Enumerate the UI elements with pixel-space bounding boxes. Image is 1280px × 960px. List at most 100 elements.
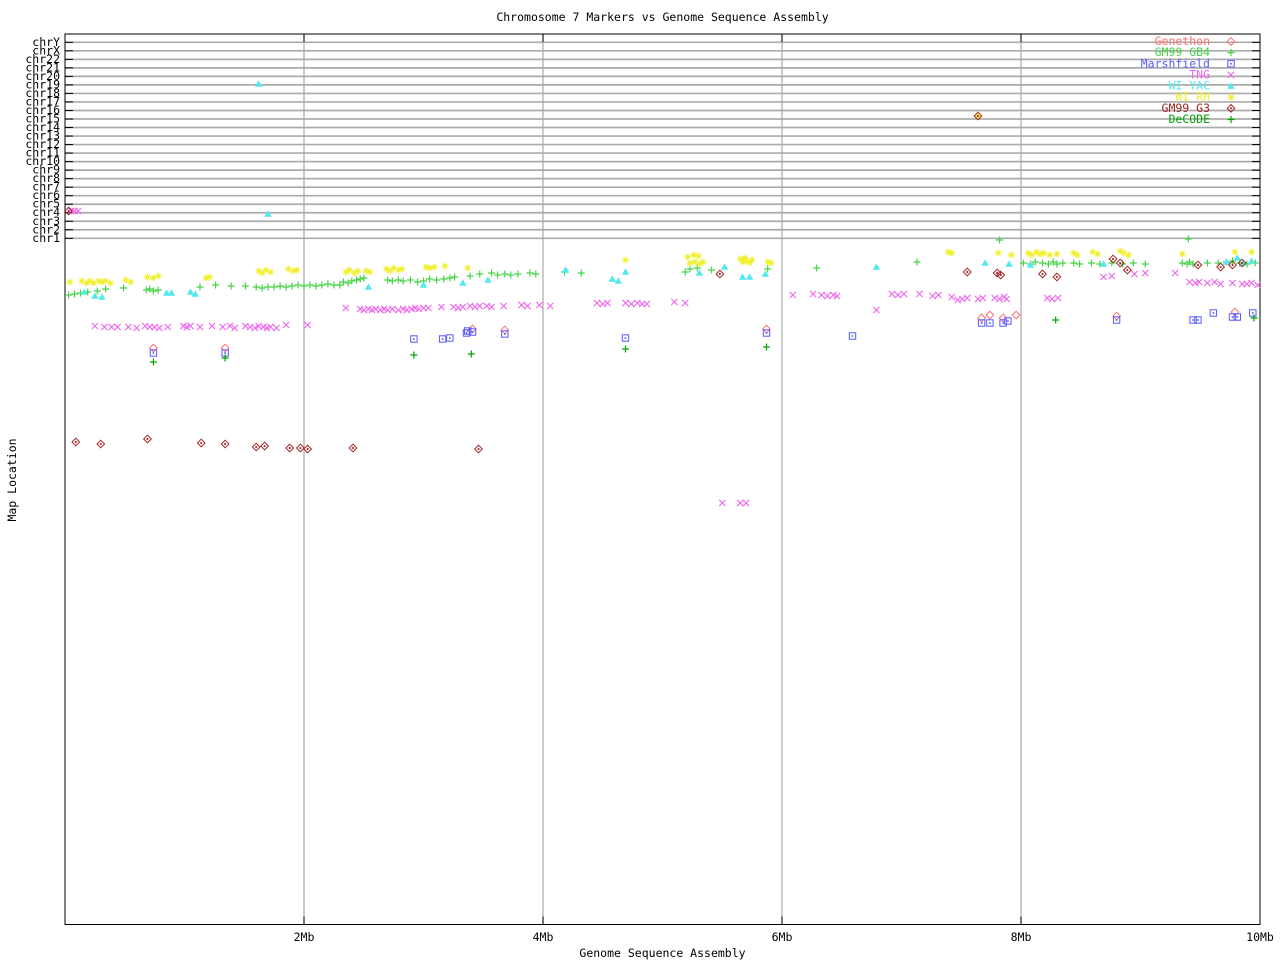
data-point-tng [742,499,750,507]
data-point-tng [219,323,227,331]
data-point-gm99-gb4 [1178,258,1187,268]
chromosome-tick-label: chr2 [32,222,60,236]
data-point-gm99-gb4 [1203,258,1212,268]
data-point-tng [817,291,826,299]
star-legend-marker-icon [1227,93,1235,102]
data-point-gm99-gb4 [577,268,586,278]
data-point-gm99-gb4 [707,265,716,275]
data-point-gm99-gb4 [359,273,368,283]
data-point-gm99-gb4 [1058,258,1067,268]
chromosome-tick-label: chr14 [25,120,60,134]
data-point-gm99-g3 [251,442,261,452]
data-point-gm99-gb4 [450,272,459,282]
data-point-tng [424,304,432,312]
data-point-genethon [1112,311,1121,321]
data-point-gm99-g3 [71,437,81,447]
data-point-tng [718,499,726,507]
data-point-decode [1051,315,1060,325]
data-point-gm99-gb4 [812,263,821,273]
data-point-wi-rh [143,273,152,281]
data-point-gm99-gb4 [154,285,163,295]
legend-label: DeCODE [1168,112,1210,126]
data-point-gm99-gb4 [70,289,79,299]
data-point-gm99-gb4 [142,285,151,295]
data-point-gm99-gb4 [252,282,261,292]
data-point-decode [762,342,771,352]
chromosome-tick-label: chr1 [32,231,60,245]
data-point-gm99-gb4 [287,281,297,291]
data-point-tng [342,304,350,312]
chromosome-tick-label: chr6 [32,188,60,202]
data-point-gm99-gb4 [305,280,315,290]
data-point-wi-yac [738,273,747,280]
data-point-wi-rh [65,278,74,286]
data-point-wi-rh [398,265,406,273]
data-point-wi-yac [872,263,881,270]
square-dot-legend-marker-icon [1227,60,1235,68]
data-point-tng [1203,279,1212,287]
data-point-gm99-gb4 [227,281,236,291]
data-point-tng [523,302,532,310]
data-point-gm99-gb4 [1141,259,1150,269]
data-point-wi-rh [353,267,362,275]
data-point-gm99-gb4 [1107,258,1116,268]
data-point-tng [888,290,896,298]
data-point-gm99-gb4 [388,276,397,286]
data-point-gm99-gb4 [493,270,502,280]
data-point-wi-yac [264,210,272,217]
data-point-wi-rh [1247,248,1256,256]
data-point-tng [1048,295,1056,303]
data-point-tng [1108,272,1116,280]
chromosome-tick-label: chr20 [25,69,60,83]
data-point-gm99-gb4 [1129,258,1138,268]
data-point-marshfield [999,319,1007,327]
data-point-tng [823,292,832,300]
data-point-wi-rh [1178,250,1187,258]
data-point-wi-yac [254,80,263,87]
data-point-wi-rh [1124,251,1133,259]
data-point-tng [1099,273,1108,281]
data-point-tng [948,293,956,301]
data-point-gm99-g3 [296,443,305,453]
data-point-gm99-gb4 [383,275,392,285]
data-point-marshfield [621,334,630,342]
plot-border [64,33,1261,925]
legend-label: Marshfield [1141,56,1210,70]
data-point-tng [282,321,290,329]
data-point-wi-rh [365,268,374,276]
data-point-gm99-gb4 [406,275,415,285]
data-point-wi-rh [425,264,434,272]
data-point-wi-yac [1005,260,1013,267]
plus-legend-marker-icon [1226,115,1236,124]
data-point-tng [1185,278,1194,286]
data-point-tng [900,290,908,298]
data-point-wi-rh [694,252,703,260]
data-point-marshfield [1249,309,1257,317]
data-point-gm99-gb4 [119,283,128,293]
data-point-gm99-g3 [196,438,206,448]
legend-label: GM99 GB4 [1155,45,1210,59]
data-point-gm99-g3 [348,443,358,453]
data-point-gm99-gb4 [276,281,285,291]
data-point-wi-rh [266,268,275,276]
data-point-wi-rh [1230,248,1239,256]
data-point-tng [915,290,924,298]
data-point-tng [670,298,679,306]
data-point-gm99-gb4 [282,282,291,292]
data-point-wi-rh [1052,250,1061,258]
data-point-tng [208,322,216,330]
data-point-gm99-gb4 [1087,258,1096,268]
data-point-gm99-g3 [220,439,230,449]
data-point-marshfield [848,332,857,340]
x-tick-label: 2Mb [294,930,315,944]
data-point-gm99-g3 [1123,265,1132,275]
data-point-gm99-gb4 [513,269,523,279]
data-point-gm99-gb4 [506,270,515,280]
data-point-tng [107,323,116,331]
data-point-tng [1130,270,1139,278]
data-point-genethon [500,325,510,335]
data-point-gm99-gb4 [912,257,922,267]
gridlines-layer [65,34,1260,925]
